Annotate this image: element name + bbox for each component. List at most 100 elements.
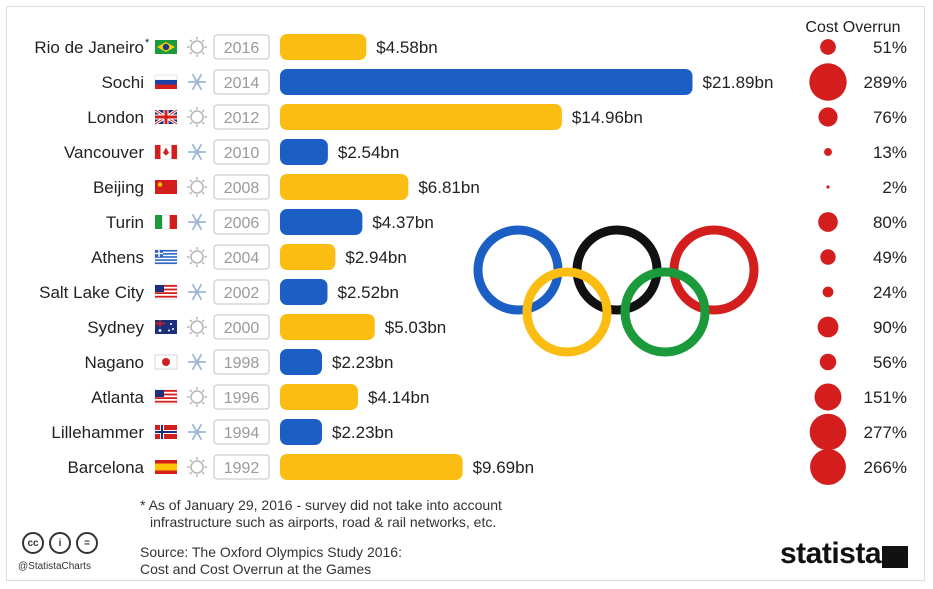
overrun-bubble <box>818 212 838 232</box>
cost-value-label: $9.69bn <box>473 458 534 477</box>
statista-logo: statista <box>780 537 882 570</box>
olympic-ring-4 <box>522 267 612 357</box>
year-label: 2008 <box>224 180 260 197</box>
cost-value-label: $14.96bn <box>572 108 643 127</box>
winter-snowflake-icon <box>188 283 206 301</box>
cost-bar <box>280 34 367 60</box>
flag-australia-icon <box>155 320 177 334</box>
chart-row: London 2012 $14.96bn 76% <box>87 104 907 130</box>
chart-row: Atlanta 1996 $4.14bn 151% <box>91 383 907 411</box>
winter-snowflake-icon <box>188 213 206 231</box>
winter-snowflake-icon <box>188 423 206 441</box>
city-label: London <box>87 108 144 127</box>
city-label: Rio de Janeiro <box>34 38 144 57</box>
city-label: Salt Lake City <box>39 283 144 302</box>
overrun-bubble <box>818 107 838 127</box>
olympic-ring-1 <box>473 225 563 315</box>
overrun-label: 80% <box>873 213 907 232</box>
olympic-rings-icon <box>473 225 759 357</box>
statista-logo-mark-icon <box>882 546 908 568</box>
year-box <box>213 34 270 60</box>
cost-bar <box>280 349 323 375</box>
chart-row: Lillehammer 1994 $2.23bn 277% <box>51 413 907 451</box>
flag-china-icon <box>155 180 177 194</box>
chart-row: Salt Lake City 2002 $2.52bn 24% <box>39 279 907 305</box>
city-label: Lillehammer <box>51 423 144 442</box>
social-handle: @StatistaCharts <box>18 561 91 572</box>
flag-canada-icon <box>154 144 178 160</box>
flag-italy-icon <box>155 214 177 230</box>
city-marker: * <box>145 37 150 49</box>
year-label: 2002 <box>224 285 260 302</box>
year-label: 2016 <box>224 40 260 57</box>
year-box <box>213 384 270 410</box>
summer-sun-icon <box>187 317 207 337</box>
flag-usa-icon <box>154 389 178 405</box>
year-box <box>213 244 270 270</box>
chart-row: Vancouver 2010 $2.54bn 13% <box>64 139 907 165</box>
cost-bar <box>280 454 463 480</box>
attribution-icon: i <box>49 532 71 554</box>
city-label: Sydney <box>87 318 144 337</box>
summer-sun-icon <box>187 177 207 197</box>
year-box <box>213 279 270 305</box>
cost-bar <box>280 314 375 340</box>
overrun-label: 277% <box>864 423 907 442</box>
winter-snowflake-icon <box>188 73 206 91</box>
cost-bar <box>280 384 359 410</box>
license-icons: cc i = <box>22 532 98 554</box>
year-label: 1998 <box>224 355 260 372</box>
year-box <box>213 314 270 340</box>
cost-value-label: $2.54bn <box>338 143 399 162</box>
overrun-label: 13% <box>873 143 907 162</box>
overrun-bubble <box>809 63 847 101</box>
footnote-line-2: infrastructure such as airports, road & … <box>150 514 497 530</box>
cost-value-label: $2.94bn <box>345 248 406 267</box>
cost-bar <box>280 419 323 445</box>
cost-bar <box>280 139 328 165</box>
city-label: Turin <box>106 213 144 232</box>
flag-russia-icon <box>154 74 178 89</box>
footnote-line-1: * As of January 29, 2016 - survey did no… <box>140 497 502 513</box>
olympic-ring-2 <box>572 225 662 315</box>
overrun-label: 49% <box>873 248 907 267</box>
overrun-bubble <box>820 39 836 55</box>
chart-row: Athens 2004 $2.94bn 49% <box>91 244 907 270</box>
cc-icon: cc <box>22 532 44 554</box>
cost-value-label: $4.37bn <box>372 213 433 232</box>
winter-snowflake-icon <box>188 353 206 371</box>
cost-value-label: $21.89bn <box>703 73 774 92</box>
cost-value-label: $2.23bn <box>332 423 393 442</box>
source-note: Source: The Oxford Olympics Study 2016: … <box>140 544 402 578</box>
cost-value-label: $6.81bn <box>418 178 479 197</box>
overrun-label: 2% <box>882 178 907 197</box>
overrun-bubble <box>824 148 832 156</box>
city-label: Atlanta <box>91 388 144 407</box>
year-label: 2006 <box>224 215 260 232</box>
cost-value-label: $2.52bn <box>337 283 398 302</box>
flag-norway-icon <box>155 425 177 439</box>
chart-row: Beijing 2008 $6.81bn 2% <box>93 174 907 200</box>
chart-row: Sochi 2014 $21.89bn 289% <box>101 63 907 101</box>
overrun-bubble <box>822 286 834 298</box>
city-label: Sochi <box>101 73 144 92</box>
overrun-label: 51% <box>873 38 907 57</box>
cost-value-label: $5.03bn <box>385 318 446 337</box>
year-label: 1996 <box>224 390 260 407</box>
no-derivatives-icon: = <box>76 532 98 554</box>
olympic-ring-5 <box>620 267 710 357</box>
chart-row: Rio de Janeiro * 2016 $4.58bn 51% <box>34 34 907 60</box>
city-label: Nagano <box>84 353 144 372</box>
chart-row: Sydney 2000 $5.03bn 90% <box>87 314 907 340</box>
flag-greece-icon <box>154 249 178 265</box>
overrun-label: 76% <box>873 108 907 127</box>
overrun-label: 24% <box>873 283 907 302</box>
city-label: Vancouver <box>64 143 144 162</box>
overrun-bubble <box>826 185 830 189</box>
cost-bar <box>280 244 336 270</box>
summer-sun-icon <box>187 387 207 407</box>
overrun-bubble <box>810 449 846 485</box>
city-label: Beijing <box>93 178 144 197</box>
overrun-bubble <box>820 249 836 265</box>
